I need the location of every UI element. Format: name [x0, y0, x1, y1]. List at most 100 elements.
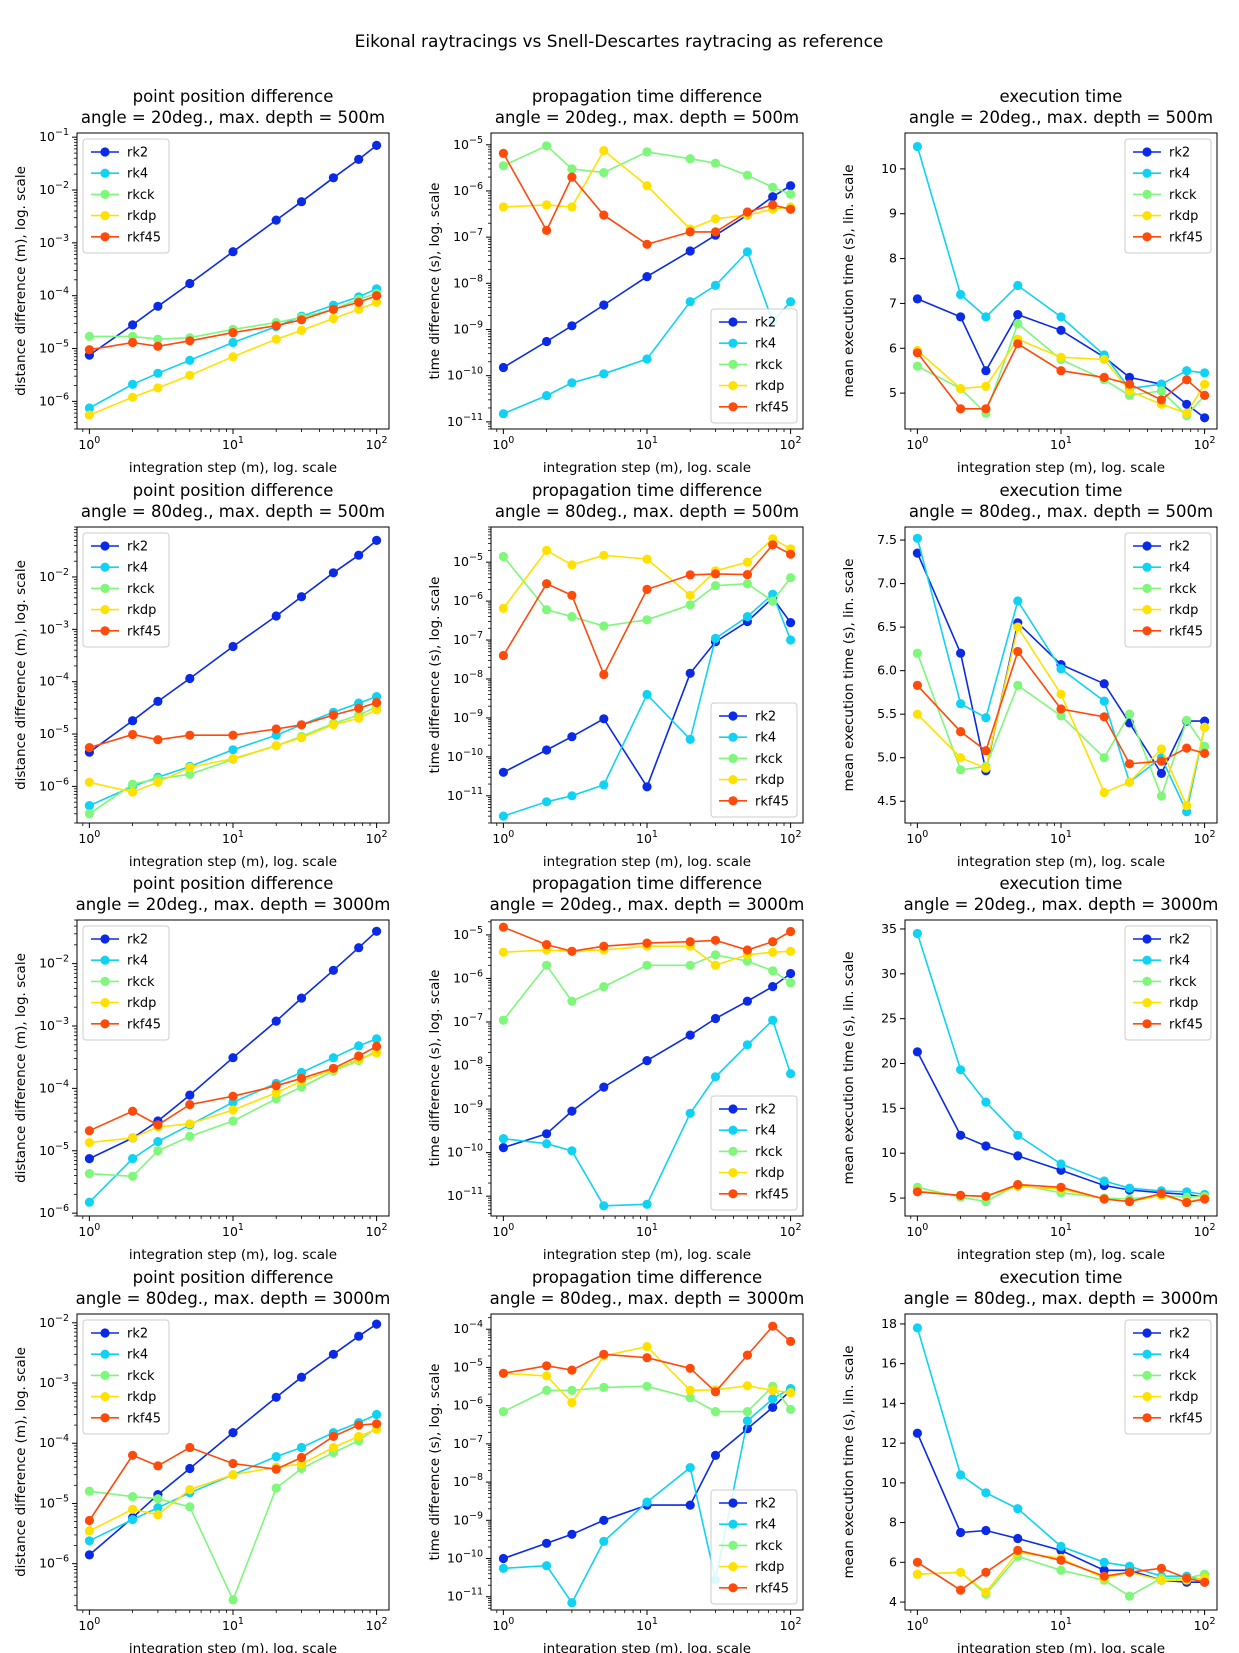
legend: rk2 rk4 rkck rkdp rkf45: [1124, 925, 1212, 1041]
series-line-rkck: [89, 292, 377, 341]
data-point-rkf45: [372, 1041, 382, 1051]
data-point-rkf45: [498, 148, 508, 158]
data-point-rkf45: [328, 710, 338, 720]
x-tick-label: 102: [366, 435, 388, 452]
axes-frame: [904, 526, 1218, 824]
y-tick-label: 15: [881, 1100, 897, 1115]
legend-marker-rk4: [728, 1125, 738, 1135]
data-point-rkf45: [271, 724, 281, 734]
legend-label-rkck: rkck: [127, 1369, 155, 1384]
legend: rk2 rk4 rkck rkdp rkf45: [710, 1095, 798, 1211]
legend-label-rkdp: rkdp: [127, 209, 156, 224]
y-tick-label: 10−11: [447, 786, 483, 803]
data-point-rkf45: [685, 570, 695, 580]
x-tick-label: 101: [222, 1616, 244, 1633]
data-point-rk4: [372, 1034, 382, 1044]
data-point-rkf45: [84, 743, 94, 753]
data-point-rk2: [228, 1053, 238, 1063]
data-point-rk4: [567, 378, 577, 388]
data-point-rk4: [599, 369, 609, 379]
data-point-rkdp: [956, 753, 966, 763]
axes-frame: [904, 132, 1218, 430]
data-point-rkf45: [685, 227, 695, 237]
data-point-rk4: [981, 312, 991, 322]
y-tick-label: 10−7: [453, 1012, 483, 1029]
data-point-rkck: [153, 334, 163, 344]
data-point-rk4: [498, 1134, 508, 1144]
data-point-rkck: [185, 1131, 195, 1141]
y-tick-label: 6.0: [877, 663, 897, 678]
data-point-rkf45: [1156, 395, 1166, 405]
y-tick-label: 5: [889, 1190, 897, 1205]
legend-box: [1124, 925, 1212, 1041]
data-point-rk2: [271, 1016, 281, 1026]
x-axis-label: integration step (m), log. scale: [543, 1247, 751, 1263]
data-point-rkf45: [328, 1431, 338, 1441]
legend-marker-rkdp: [728, 1562, 738, 1572]
y-tick-label: 10−8: [453, 1056, 483, 1073]
legend-label-rk2: rk2: [1169, 146, 1190, 161]
data-point-rkf45: [1182, 743, 1192, 753]
chart-panel-12: execution time angle = 80deg., max. depth…: [841, 1268, 1218, 1653]
data-point-rkck: [685, 1393, 695, 1403]
y-tick-label: 10−3: [39, 619, 69, 636]
data-point-rkf45: [128, 337, 138, 348]
data-point-rk2: [185, 1463, 195, 1474]
legend: rk2 rk4 rkck rkdp rkf45: [82, 138, 170, 254]
y-tick-label: 10−6: [39, 391, 69, 408]
data-point-rk4: [185, 355, 195, 365]
data-point-rkck: [228, 1116, 238, 1126]
legend-label-rkdp: rkdp: [755, 773, 784, 788]
legend-label-rkf45: rkf45: [755, 1187, 789, 1202]
data-point-rk2: [956, 312, 966, 322]
data-point-rk2: [567, 732, 577, 742]
legend-label-rkdp: rkdp: [1169, 996, 1198, 1011]
data-point-rkf45: [328, 1063, 338, 1073]
chart-panel-2: propagation time difference angle = 20deg…: [427, 87, 804, 476]
data-point-rk2: [1056, 325, 1066, 335]
panel-subtitle: angle = 80deg., max. depth = 500m: [909, 502, 1213, 521]
data-point-rkf45: [542, 579, 552, 589]
data-point-rkck: [185, 1502, 195, 1512]
data-point-rk4: [1013, 1504, 1023, 1514]
data-point-rkck: [710, 1407, 721, 1417]
data-point-rkf45: [1200, 1577, 1210, 1587]
data-point-rk4: [786, 297, 796, 307]
data-point-rk2: [1013, 310, 1023, 320]
data-point-rkdp: [685, 1385, 695, 1395]
chart-panel-1: point position difference angle = 20deg.,…: [13, 87, 390, 476]
series-line-rkdp: [503, 945, 791, 967]
data-point-rkdp: [228, 1105, 238, 1115]
legend-marker-rk2: [728, 1498, 738, 1508]
legend-box: [1124, 138, 1212, 254]
data-point-rkdp: [742, 1381, 753, 1391]
data-point-rkck: [685, 154, 695, 164]
data-point-rk4: [153, 1137, 163, 1147]
axes-frame: [490, 1313, 804, 1611]
y-tick-label: 10−5: [453, 1357, 483, 1374]
data-point-rkf45: [542, 1361, 552, 1371]
data-point-rkf45: [742, 207, 753, 217]
data-point-rkck: [567, 1385, 577, 1395]
data-point-rk4: [786, 635, 796, 645]
data-point-rk2: [1013, 1151, 1023, 1161]
legend-label-rk4: rk4: [1169, 561, 1190, 576]
data-point-rkf45: [710, 227, 721, 237]
data-point-rk2: [567, 1529, 577, 1539]
data-point-rkf45: [153, 735, 163, 745]
data-point-rkf45: [354, 1051, 364, 1061]
data-point-rkf45: [1124, 759, 1135, 769]
data-point-rkf45: [498, 650, 508, 661]
data-point-rk4: [981, 1488, 991, 1498]
data-point-rkck: [956, 765, 966, 775]
panel-subtitle: angle = 80deg., max. depth = 500m: [495, 502, 799, 521]
series-line-rk2: [88, 1323, 378, 1556]
legend-marker-rkf45: [1142, 232, 1152, 242]
data-point-rk2: [271, 215, 281, 225]
chart-panel-3: execution time angle = 20deg., max. depth…: [841, 87, 1218, 476]
y-tick-label: 10−7: [453, 227, 483, 244]
y-axis-label: mean execution time (s), lin. scale: [841, 558, 857, 791]
series-line-rkck: [917, 1183, 1205, 1203]
data-point-rkck: [685, 600, 695, 610]
y-axis-label: time difference (s), log. scale: [427, 970, 443, 1167]
